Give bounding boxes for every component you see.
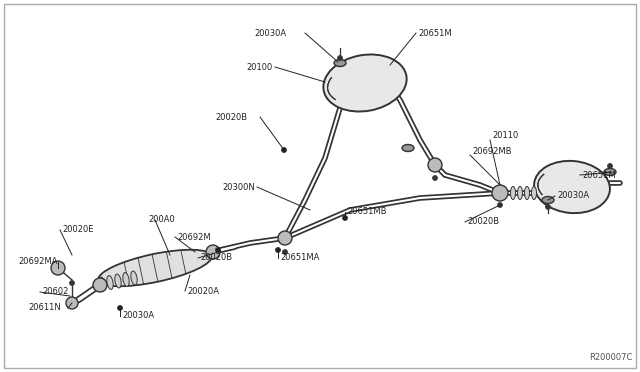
Circle shape [278,231,292,245]
Text: 20602: 20602 [42,288,68,296]
Ellipse shape [542,196,554,203]
Circle shape [342,215,348,221]
Circle shape [70,280,74,285]
Circle shape [275,247,280,253]
Ellipse shape [525,186,529,199]
Circle shape [545,205,550,209]
Circle shape [51,261,65,275]
Ellipse shape [107,276,113,289]
Ellipse shape [99,277,105,291]
Ellipse shape [115,274,121,288]
Text: 20020B: 20020B [200,253,232,263]
Text: 20030A: 20030A [255,29,287,38]
Circle shape [66,297,78,309]
Text: 20651M: 20651M [582,170,616,180]
Ellipse shape [511,186,515,199]
Text: 20100: 20100 [247,62,273,71]
Text: 20020E: 20020E [62,225,93,234]
Ellipse shape [131,271,137,285]
Ellipse shape [123,273,129,286]
Circle shape [118,305,122,311]
Ellipse shape [402,144,414,151]
Text: 20651MB: 20651MB [347,208,387,217]
Circle shape [206,245,220,259]
Ellipse shape [98,250,212,286]
Text: 20692M: 20692M [177,232,211,241]
Ellipse shape [518,186,522,199]
Text: 20692MA: 20692MA [18,257,58,266]
Text: 20030A: 20030A [557,192,589,201]
Circle shape [282,250,287,254]
Circle shape [428,158,442,172]
Ellipse shape [531,186,536,199]
Text: 20020A: 20020A [187,286,219,295]
Ellipse shape [334,60,346,67]
Circle shape [433,176,438,180]
Ellipse shape [604,169,616,176]
Text: 20611N: 20611N [28,304,61,312]
Text: 20651MA: 20651MA [280,253,319,263]
Circle shape [93,278,107,292]
Ellipse shape [323,54,406,112]
Circle shape [282,148,287,153]
Circle shape [497,202,502,208]
Ellipse shape [534,161,610,213]
Text: 20300N: 20300N [222,183,255,192]
Text: 20651M: 20651M [418,29,452,38]
Text: 20020B: 20020B [467,218,499,227]
Text: 20692MB: 20692MB [472,148,511,157]
Circle shape [492,185,508,201]
Text: 20030A: 20030A [122,311,154,321]
Text: R200007C: R200007C [589,353,632,362]
Text: 20110: 20110 [492,131,518,141]
Circle shape [337,55,342,61]
Circle shape [216,247,221,253]
Text: 200A0: 200A0 [148,215,175,224]
Circle shape [607,164,612,169]
Text: 20020B: 20020B [216,112,248,122]
